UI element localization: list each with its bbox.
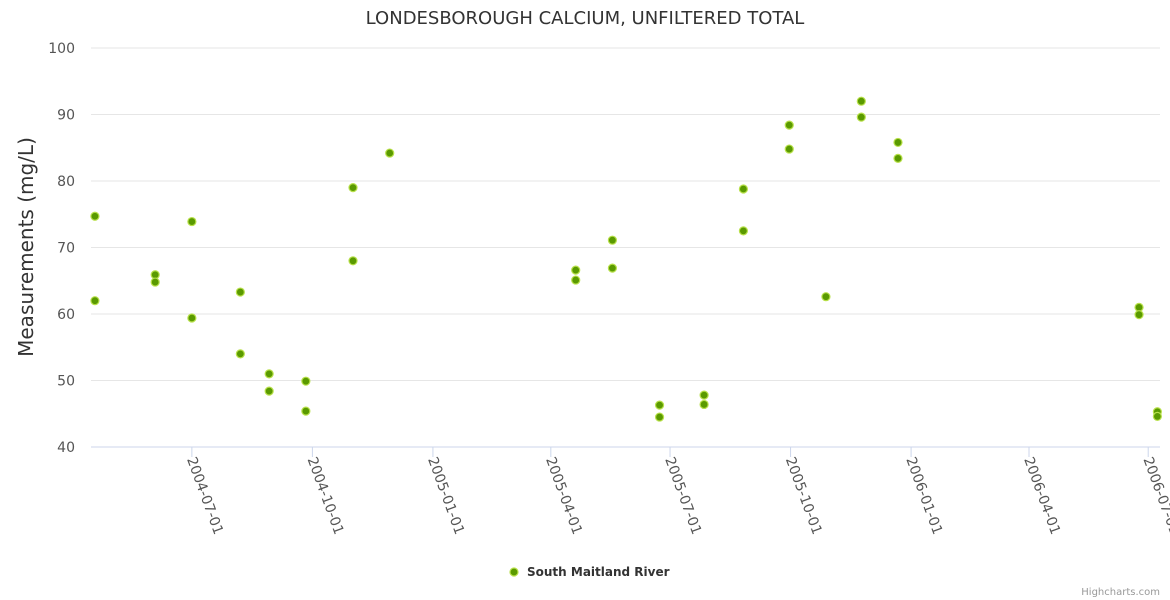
x-tick-label: 2004-07-01	[183, 455, 226, 537]
y-tick-label: 50	[57, 374, 75, 390]
data-point[interactable]	[301, 376, 311, 386]
data-point[interactable]	[348, 183, 358, 193]
grid-lines	[91, 47, 1160, 381]
data-point[interactable]	[738, 226, 749, 236]
y-tick-label: 70	[57, 241, 75, 257]
data-point[interactable]	[607, 263, 617, 273]
y-tick-label: 90	[57, 108, 75, 124]
legend-item-label[interactable]: South Maitland River	[527, 565, 670, 579]
data-point[interactable]	[348, 256, 358, 266]
data-point[interactable]	[738, 184, 749, 194]
y-axis-ticks: 40 50 60 70 80 90 100	[48, 41, 75, 456]
legend[interactable]: South Maitland River	[509, 565, 670, 579]
data-point[interactable]	[235, 349, 245, 359]
data-point[interactable]	[571, 275, 581, 285]
x-tick-label: 2005-07-01	[661, 455, 704, 537]
data-point[interactable]	[264, 369, 274, 379]
x-tick-label: 2005-10-01	[782, 455, 825, 537]
data-point[interactable]	[385, 148, 395, 158]
data-point[interactable]	[301, 406, 311, 416]
data-point[interactable]	[893, 153, 903, 163]
data-point[interactable]	[90, 296, 100, 306]
data-point[interactable]	[821, 292, 831, 302]
x-axis: 2004-07-01 2004-10-01 2005-01-01 2005-04-01…	[91, 446, 1170, 537]
data-point[interactable]	[784, 144, 794, 154]
y-tick-label: 40	[57, 440, 75, 456]
data-points	[90, 96, 1162, 422]
x-tick-label: 2006-04-01	[1020, 455, 1063, 537]
data-point[interactable]	[654, 400, 665, 410]
x-tick-label: 2005-04-01	[542, 455, 585, 537]
data-point[interactable]	[893, 137, 903, 148]
data-point[interactable]	[187, 313, 197, 323]
data-point[interactable]	[654, 412, 665, 422]
data-point[interactable]	[1134, 310, 1144, 320]
data-point[interactable]	[699, 399, 709, 410]
x-tick-label: 2004-10-01	[304, 455, 347, 537]
data-point[interactable]	[264, 386, 274, 396]
y-tick-label: 60	[57, 307, 75, 323]
data-point[interactable]	[187, 216, 197, 227]
data-point[interactable]	[150, 277, 160, 287]
data-point[interactable]	[571, 265, 581, 275]
data-point[interactable]	[784, 120, 794, 130]
data-point[interactable]	[607, 235, 617, 245]
chart-title: LONDESBOROUGH CALCIUM, UNFILTERED TOTAL	[366, 8, 805, 29]
y-axis-label: Measurements (mg/L)	[14, 137, 38, 357]
data-point[interactable]	[235, 287, 245, 297]
y-tick-label: 100	[48, 41, 75, 57]
data-point[interactable]	[856, 112, 866, 122]
x-tick-label: 2006-01-01	[902, 455, 945, 537]
x-tick-label: 2006-07-01	[1139, 455, 1170, 537]
data-point[interactable]	[699, 390, 709, 400]
credits-link[interactable]: Highcharts.com	[1081, 587, 1160, 598]
y-tick-label: 80	[57, 174, 75, 190]
x-tick-label: 2005-01-01	[424, 455, 467, 537]
legend-marker-icon	[509, 567, 519, 577]
data-point[interactable]	[1152, 411, 1162, 422]
data-point[interactable]	[90, 211, 100, 221]
data-point[interactable]	[856, 96, 866, 106]
